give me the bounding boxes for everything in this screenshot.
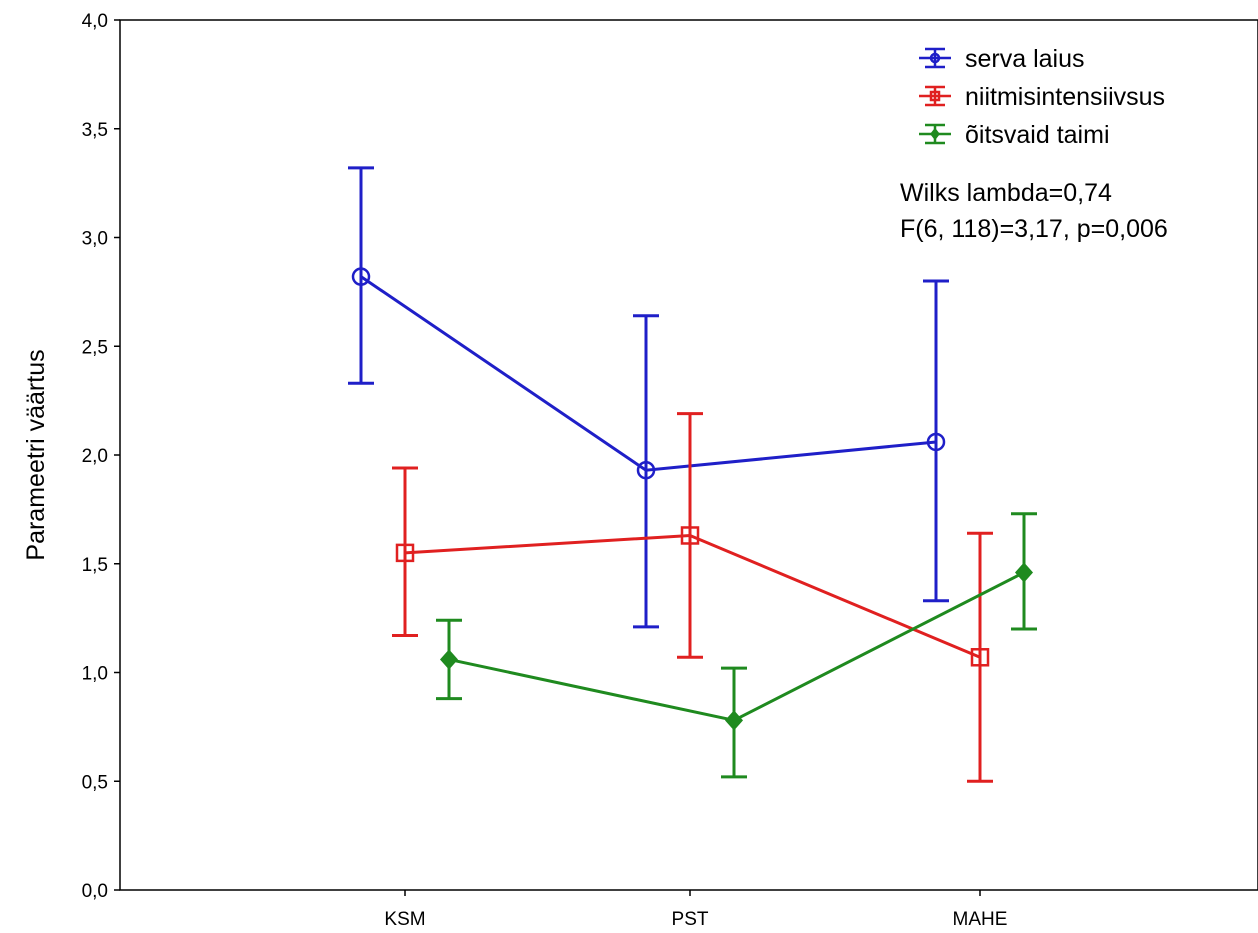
- data-point: [439, 649, 459, 670]
- legend-marker: [929, 90, 941, 102]
- y-tick-label: 3,0: [82, 229, 108, 250]
- y-axis-title: Parameetri väärtus: [22, 349, 50, 560]
- data-point: [1014, 562, 1034, 583]
- y-tick-label: 2,5: [82, 337, 108, 358]
- legend-label: õitsvaid taimi: [965, 121, 1110, 149]
- data-point: [351, 267, 371, 286]
- data-point: [636, 460, 656, 480]
- x-tick-label: MAHE: [953, 909, 1008, 930]
- series-3: [436, 512, 1037, 779]
- series-1: [348, 166, 949, 629]
- legend-item-2: niitmisintensiivsus: [919, 83, 1165, 111]
- series-layer: [348, 166, 1037, 783]
- y-tick-label: 2,0: [82, 446, 108, 467]
- series-line: [448, 571, 1025, 722]
- y-tick-label: 1,5: [82, 555, 108, 576]
- y-tick-label: 1,0: [82, 664, 108, 685]
- y-tick-label: 0,5: [82, 772, 108, 793]
- y-tick-label: 3,5: [82, 120, 108, 141]
- x-tick-label: KSM: [384, 909, 425, 930]
- x-tick-label: PST: [672, 909, 709, 930]
- data-point: [680, 526, 700, 545]
- legend-item-3: õitsvaid taimi: [919, 121, 1110, 149]
- legend-item-1: serva laius: [919, 45, 1085, 73]
- legend-label: serva laius: [965, 45, 1085, 73]
- series-line: [360, 275, 937, 472]
- legend-marker: [929, 52, 941, 64]
- y-axis: 0,0 0,5 1,0 1,5 2,0 2,5 3,0 3,5 4,0: [82, 11, 120, 902]
- legend-label: niitmisintensiivsus: [965, 83, 1165, 111]
- legend: serva laius niitmisintensiivsus õitsvaid t…: [919, 45, 1165, 149]
- legend-marker: [930, 127, 940, 141]
- data-point: [395, 543, 415, 563]
- x-axis: KSM PST MAHE: [384, 890, 1007, 930]
- stat-annotation-2: F(6, 118)=3,17, p=0,006: [900, 215, 1168, 243]
- data-point: [926, 432, 946, 452]
- data-point: [724, 710, 744, 731]
- y-tick-label: 0,0: [82, 881, 108, 902]
- y-tick-label: 4,0: [82, 11, 108, 32]
- data-point: [970, 648, 990, 667]
- stat-annotation-1: Wilks lambda=0,74: [900, 179, 1112, 207]
- series-2: [392, 412, 993, 783]
